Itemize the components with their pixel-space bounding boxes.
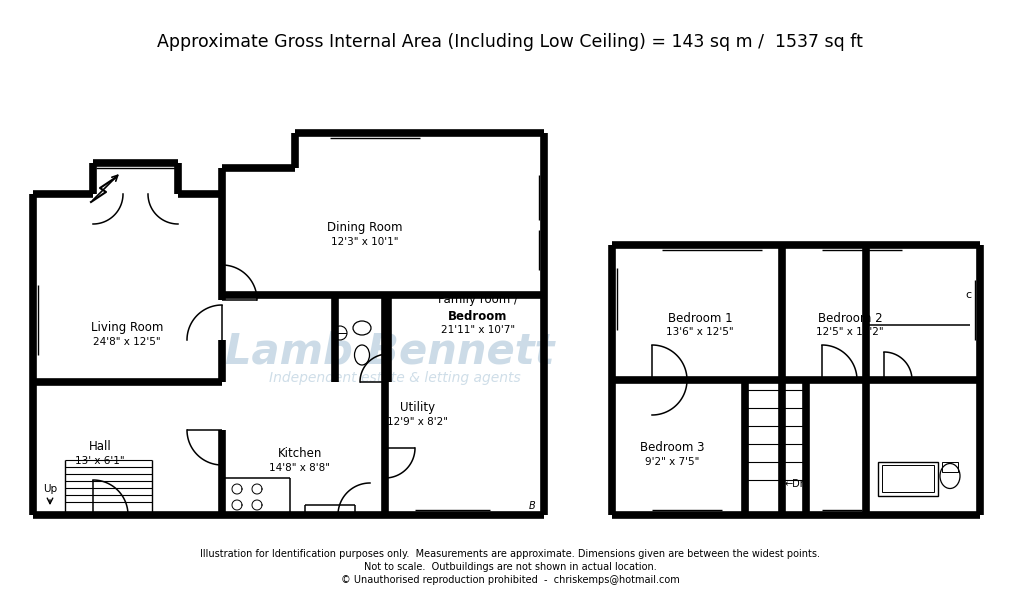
- Bar: [881, 465, 933, 492]
- Text: Kitchen: Kitchen: [277, 448, 322, 460]
- Text: Lamb Bennett: Lamb Bennett: [225, 331, 554, 373]
- Text: 24'8" x 12'5": 24'8" x 12'5": [93, 337, 161, 347]
- Text: 12'5" x 11'2": 12'5" x 11'2": [815, 327, 882, 337]
- Text: © Unauthorised reproduction prohibited  -  chriskemps@hotmail.com: © Unauthorised reproduction prohibited -…: [340, 575, 679, 585]
- Text: ←Dn: ←Dn: [785, 479, 806, 489]
- Text: Not to scale.  Outbuildings are not shown in actual location.: Not to scale. Outbuildings are not shown…: [363, 562, 656, 572]
- Text: Illustration for Identification purposes only.  Measurements are approximate. Di: Illustration for Identification purposes…: [200, 549, 819, 559]
- Text: 13' x 6'1": 13' x 6'1": [75, 456, 124, 466]
- Text: 12'3" x 10'1": 12'3" x 10'1": [331, 237, 398, 247]
- Text: Family room /: Family room /: [437, 294, 518, 306]
- Bar: [877, 462, 937, 496]
- Text: 13'6" x 12'5": 13'6" x 12'5": [665, 327, 733, 337]
- Text: Bedroom 1: Bedroom 1: [667, 312, 732, 324]
- Text: 12'9" x 8'2": 12'9" x 8'2": [387, 417, 448, 427]
- Text: Bedroom: Bedroom: [448, 309, 507, 323]
- Text: 14'8" x 8'8": 14'8" x 8'8": [269, 463, 330, 473]
- Text: Approximate Gross Internal Area (Including Low Ceiling) = 143 sq m /  1537 sq ft: Approximate Gross Internal Area (Includi…: [157, 33, 862, 51]
- Text: 21'11" x 10'7": 21'11" x 10'7": [440, 325, 515, 335]
- Text: 9'2" x 7'5": 9'2" x 7'5": [644, 457, 698, 467]
- Text: B: B: [528, 501, 535, 511]
- Text: Bedroom 3: Bedroom 3: [639, 442, 703, 454]
- Text: Living Room: Living Room: [91, 321, 163, 335]
- Text: Independent estate & letting agents: Independent estate & letting agents: [269, 371, 521, 385]
- Text: c: c: [964, 290, 970, 300]
- Text: Hall: Hall: [89, 440, 111, 454]
- Text: Up: Up: [43, 484, 57, 494]
- Text: Bedroom 2: Bedroom 2: [817, 312, 881, 324]
- Text: Dining Room: Dining Room: [327, 222, 403, 234]
- Text: Utility: Utility: [400, 402, 435, 414]
- Bar: [942, 462, 957, 472]
